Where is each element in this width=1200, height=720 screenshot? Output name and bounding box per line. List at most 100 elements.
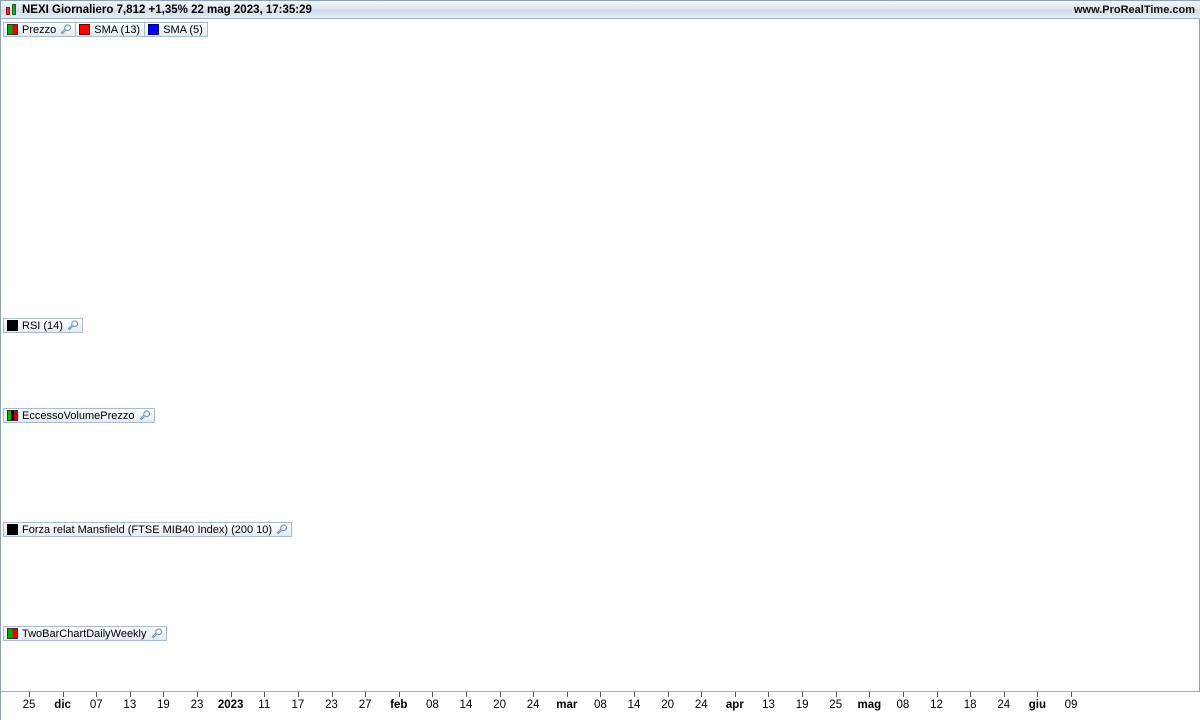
volume-excess-color-swatch-icon — [7, 410, 18, 421]
date-label: 19 — [795, 699, 809, 711]
date-tick — [634, 692, 636, 697]
wrench-icon[interactable] — [151, 628, 162, 639]
mansfield-legend: Forza relat Mansfield (FTSE MIB40 Index)… — [3, 522, 293, 537]
legend-item-rsi[interactable]: RSI (14) — [3, 318, 83, 333]
date-label: 24 — [997, 699, 1011, 711]
date-label: 20 — [493, 699, 506, 711]
candlestick-icon — [5, 3, 18, 16]
legend-label-sma5: SMA (5) — [163, 23, 203, 36]
date-tick — [96, 692, 98, 697]
date-tick — [802, 692, 804, 697]
date-label: mag — [857, 699, 882, 711]
date-label: 13 — [123, 699, 137, 711]
date-label: 24 — [694, 699, 708, 711]
date-tick — [533, 692, 535, 697]
date-tick — [297, 692, 299, 697]
title-bar: NEXI Giornaliero 7,812 +1,35% 22 mag 202… — [1, 1, 1200, 19]
date-tick — [432, 692, 434, 697]
page-title: NEXI Giornaliero 7,812 +1,35% 22 mag 202… — [22, 3, 312, 16]
rsi-legend: RSI (14) — [3, 318, 83, 333]
date-tick — [1071, 692, 1072, 697]
date-tick — [600, 692, 602, 697]
rsi-color-swatch-icon — [7, 320, 18, 331]
date-label: 23 — [190, 699, 204, 711]
volume-excess-legend: EccessoVolumePrezzo — [3, 408, 155, 423]
date-label: 09 — [1064, 699, 1078, 711]
legend-item-sma5[interactable]: SMA (5) — [144, 22, 208, 37]
date-label: 18 — [963, 699, 977, 711]
date-tick — [62, 692, 64, 697]
date-label: 20 — [661, 699, 675, 711]
date-tick — [902, 692, 904, 697]
date-label: feb — [390, 699, 408, 711]
date-tick — [667, 692, 669, 697]
sma13-color-swatch-icon — [79, 24, 91, 35]
date-tick — [398, 692, 400, 697]
date-tick — [1003, 692, 1005, 697]
date-label: 14 — [627, 699, 641, 711]
date-label: 12 — [930, 699, 943, 711]
date-label: apr — [725, 699, 744, 711]
legend-item-sma13[interactable]: SMA (13) — [75, 22, 146, 37]
brand-label: www.ProRealTime.com — [1073, 3, 1195, 16]
date-tick — [835, 692, 837, 697]
date-label: 19 — [157, 699, 170, 711]
wrench-icon[interactable] — [139, 410, 150, 421]
legend-item-prezzo[interactable]: Prezzo — [3, 22, 77, 37]
legend-label-rsi: RSI (14) — [22, 319, 63, 332]
legend-label-eccessovolumeprezzo: EccessoVolumePrezzo — [22, 409, 135, 422]
date-label: giu — [1028, 699, 1046, 711]
date-label: 08 — [425, 699, 439, 711]
date-tick — [936, 692, 938, 697]
twobar-color-swatch-icon — [7, 628, 18, 639]
date-label: 25 — [22, 699, 36, 711]
wrench-icon[interactable] — [60, 24, 72, 35]
date-label: 24 — [526, 699, 540, 711]
legend-item-mansfield[interactable]: Forza relat Mansfield (FTSE MIB40 Index)… — [3, 522, 293, 537]
date-tick — [499, 692, 501, 697]
date-label: 2023 — [217, 699, 244, 711]
wrench-icon[interactable] — [67, 320, 78, 331]
date-label: 13 — [762, 699, 775, 711]
sma5-color-swatch-icon — [148, 24, 160, 35]
date-tick — [701, 692, 703, 697]
date-label: 27 — [358, 699, 372, 711]
date-tick — [734, 692, 736, 697]
date-label: 11 — [258, 699, 271, 711]
mansfield-color-swatch-icon — [7, 524, 18, 535]
date-label: 08 — [896, 699, 910, 711]
legend-label-sma13: SMA (13) — [94, 23, 141, 36]
legend-item-twobar[interactable]: TwoBarChartDailyWeekly — [3, 626, 167, 641]
date-tick — [465, 692, 467, 697]
date-tick — [264, 692, 266, 697]
date-label: mar — [556, 699, 578, 711]
date-tick — [970, 692, 972, 697]
price-legend: Prezzo SMA (13) SMA (5) — [3, 22, 208, 37]
date-tick — [1037, 692, 1039, 697]
date-tick — [163, 692, 165, 697]
date-label: 07 — [89, 699, 103, 711]
date-tick — [29, 692, 30, 697]
price-color-swatch-icon — [7, 24, 18, 35]
legend-label-prezzo: Prezzo — [22, 23, 57, 36]
date-label: 14 — [459, 699, 473, 711]
date-tick — [869, 692, 871, 697]
date-label: dic — [54, 699, 71, 711]
date-label: 17 — [291, 699, 305, 711]
twobar-legend: TwoBarChartDailyWeekly — [3, 626, 167, 641]
date-tick — [331, 692, 333, 697]
legend-item-eccessovolumeprezzo[interactable]: EccessoVolumePrezzo — [3, 408, 155, 423]
date-label: 23 — [325, 699, 338, 711]
date-tick — [365, 692, 367, 697]
legend-label-mansfield: Forza relat Mansfield (FTSE MIB40 Index)… — [22, 523, 273, 536]
legend-label-twobar: TwoBarChartDailyWeekly — [22, 627, 147, 640]
wrench-icon[interactable] — [276, 524, 288, 535]
date-tick — [129, 692, 131, 697]
date-tick — [768, 692, 770, 697]
date-tick — [230, 692, 232, 697]
date-label: 08 — [594, 699, 607, 711]
date-tick — [197, 692, 199, 697]
date-label: 25 — [829, 699, 843, 711]
date-axis: 25 dic 07 13 19 23 2023 11 17 23 27 feb 08 14 20 24 mar 0… — [1, 691, 1200, 720]
